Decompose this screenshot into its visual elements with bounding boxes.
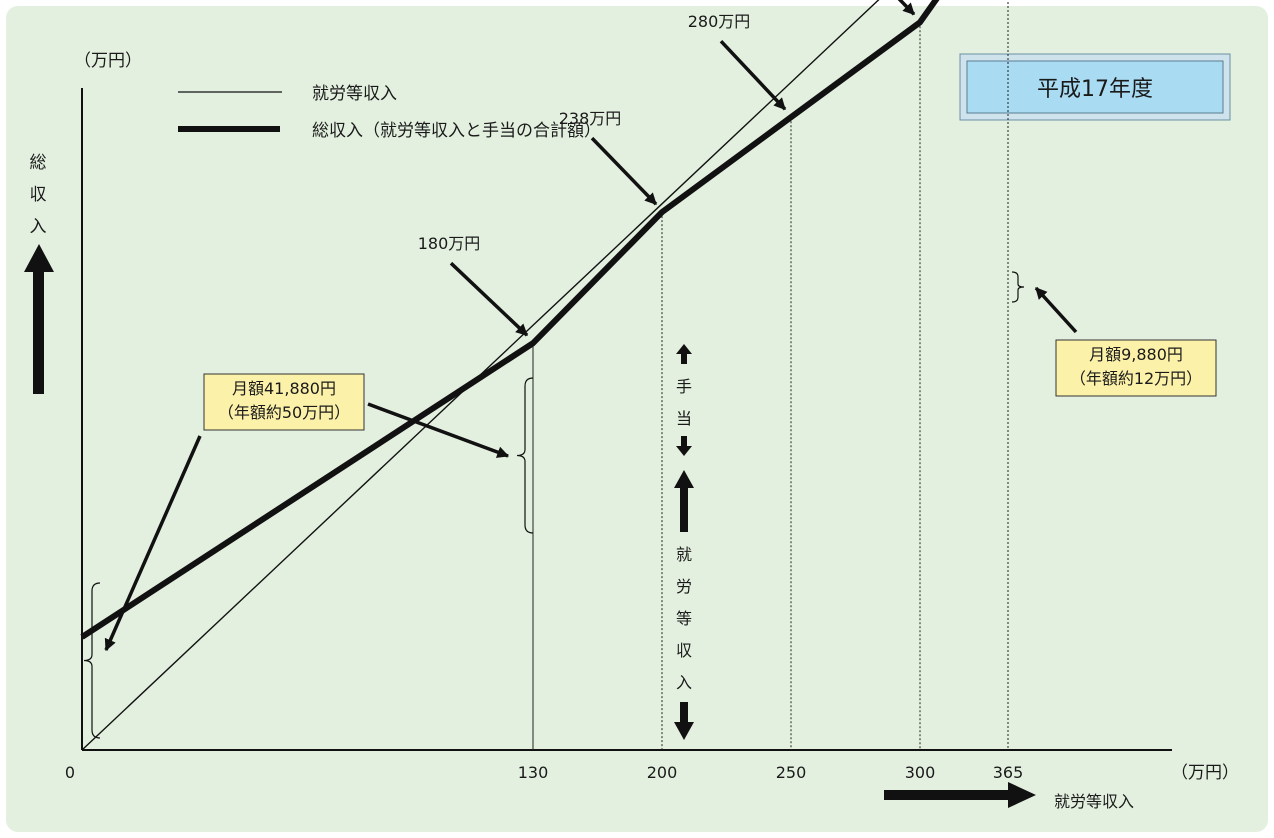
allowance-brace-at-130 — [516, 377, 534, 534]
point-label: 280万円 — [688, 12, 751, 31]
legend: 就労等収入 総収入（就労等収入と手当の合計額） — [178, 84, 601, 141]
callout-arrow-130 — [367, 402, 510, 458]
allowance-down-arrow — [676, 436, 692, 456]
x-tick-label: 365 — [993, 763, 1024, 782]
svg-text:収: 収 — [676, 641, 692, 660]
y-unit-label: （万円） — [74, 51, 142, 71]
allowance-label: 手当 — [676, 377, 692, 428]
x-axis-right-arrow — [884, 782, 1036, 808]
x-tick-label: 130 — [518, 763, 549, 782]
svg-text:手: 手 — [676, 377, 692, 396]
callout-min-allowance: 月額41,880円 （年額約50万円） — [203, 373, 365, 431]
point-label-arrow — [590, 136, 658, 206]
y-axis-up-arrow — [24, 244, 54, 394]
svg-text:（年額約12万円）: （年額約12万円） — [1070, 369, 1202, 388]
x-tick-label: 0 — [65, 763, 75, 782]
svg-text:労: 労 — [676, 577, 692, 596]
svg-text:総: 総 — [30, 153, 47, 173]
svg-text:月額9,880円: 月額9,880円 — [1089, 345, 1183, 364]
x-tick-label: 300 — [905, 763, 936, 782]
allowance-brace-at-zero — [83, 582, 101, 739]
series-line-total-income — [80, 0, 940, 640]
point-label-arrow — [719, 40, 787, 111]
point-label: 238万円 — [559, 109, 622, 128]
x-tick-label: 250 — [776, 763, 807, 782]
point-label: 180万円 — [418, 234, 481, 253]
x-unit-label: （万円） — [1171, 763, 1239, 783]
legend-label-earned: 就労等収入 — [312, 84, 397, 104]
earned-down-arrow — [674, 702, 694, 740]
callout-max-allowance: 月額9,880円 （年額約12万円） — [1055, 339, 1217, 397]
chart-title: 平成17年度 — [1037, 77, 1153, 102]
x-tick-label: 200 — [647, 763, 678, 782]
svg-text:月額41,880円: 月額41,880円 — [232, 379, 336, 398]
svg-text:収: 収 — [30, 185, 47, 205]
earned-income-label: 就労等収入 — [676, 545, 692, 692]
svg-text:等: 等 — [676, 609, 692, 628]
svg-text:入: 入 — [676, 673, 692, 692]
point-label-arrow — [449, 261, 529, 337]
allowance-brace-at-365 — [1011, 271, 1025, 303]
x-axis-label: 就労等収入 — [1054, 792, 1134, 811]
legend-label-total: 総収入（就労等収入と手当の合計額） — [312, 121, 601, 141]
svg-text:（年額約50万円）: （年額約50万円） — [218, 403, 350, 422]
callout-arrow-365 — [1034, 286, 1078, 334]
svg-text:入: 入 — [30, 217, 47, 237]
svg-text:当: 当 — [676, 409, 692, 428]
svg-text:就: 就 — [676, 545, 692, 564]
earned-up-arrow — [674, 470, 694, 532]
y-axis-label: 総収入 — [30, 153, 47, 237]
callout-arrow-zero — [104, 435, 202, 652]
title-badge: 平成17年度 — [959, 53, 1231, 121]
allowance-up-arrow — [676, 344, 692, 364]
point-label-arrow — [897, 0, 916, 16]
series-line-earned-income — [81, 0, 880, 751]
